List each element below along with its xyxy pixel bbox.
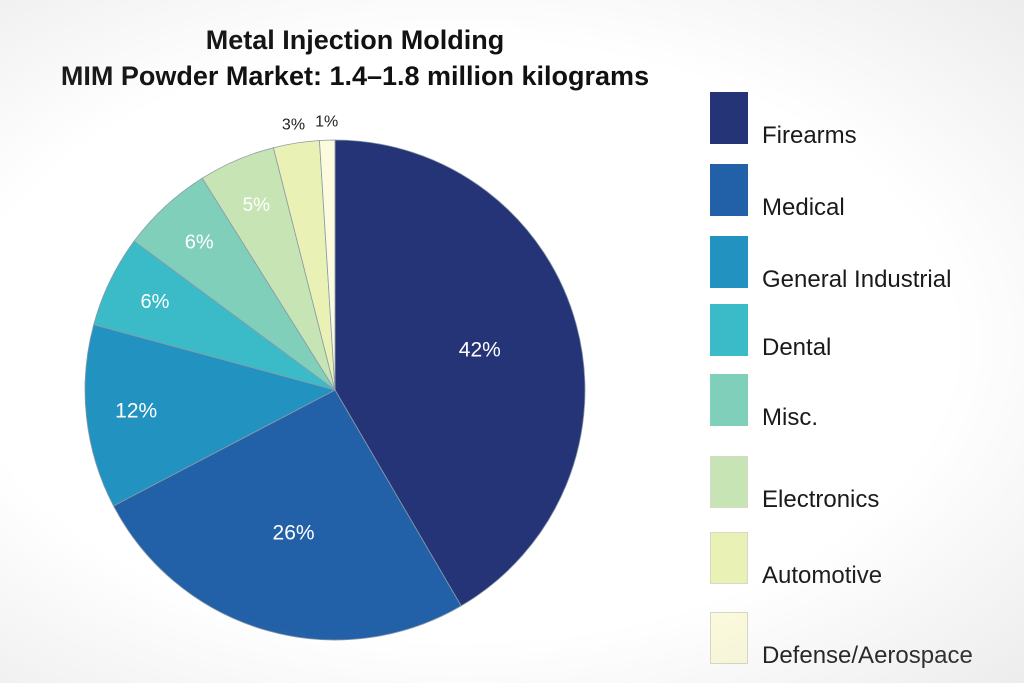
pie-slices <box>84 139 586 641</box>
legend-label: Electronics <box>762 486 880 513</box>
data-label-dental: 6% <box>141 291 170 313</box>
legend-label: Misc. <box>762 404 818 431</box>
legend-label: Automotive <box>762 562 883 589</box>
legend-swatch <box>710 532 748 584</box>
data-label-defense-aerospace: 1% <box>315 113 338 130</box>
data-label-firearms: 42% <box>459 338 501 361</box>
chart-title-block: Metal Injection Molding MIM Powder Marke… <box>20 22 690 94</box>
legend-item-automotive: Automotive <box>710 532 1010 592</box>
data-label-medical: 26% <box>273 522 315 545</box>
pie-data-labels: 42% 26% 12% 6% 6% 5% 3% 1% <box>115 113 501 544</box>
legend-label: Firearms <box>762 122 857 149</box>
legend-swatch <box>710 304 748 356</box>
legend-item-medical: Medical <box>710 164 1010 224</box>
pie-slice-defense-aerospace <box>319 139 336 391</box>
data-label-electronics: 5% <box>243 195 271 216</box>
legend-swatch <box>710 456 748 508</box>
legend-swatch <box>710 612 748 664</box>
legend-swatch <box>710 164 748 216</box>
legend-item-electronics: Electronics <box>710 456 1010 516</box>
pie-slice-medical <box>112 389 462 641</box>
legend-label: Defense/Aerospace <box>762 642 973 669</box>
pie-chart: 42% 26% 12% 6% 6% 5% 3% 1% <box>84 113 586 641</box>
pie-slice-firearms <box>334 139 586 607</box>
data-label-general-industrial: 12% <box>115 399 157 422</box>
legend-swatch <box>710 236 748 288</box>
legend-swatch <box>710 374 748 426</box>
legend-item-general-industrial: General Industrial <box>710 236 1010 296</box>
legend-label: Dental <box>762 334 832 361</box>
legend-item-defense-aerospace: Defense/Aerospace <box>710 612 1010 672</box>
legend-swatch <box>710 92 748 144</box>
data-label-misc-: 6% <box>185 231 214 253</box>
chart-subtitle: MIM Powder Market: 1.4–1.8 million kilog… <box>60 61 650 91</box>
legend-item-firearms: Firearms <box>710 92 1010 152</box>
legend-label: Medical <box>762 194 845 221</box>
legend-item-dental: Dental <box>710 304 1010 364</box>
pie-slice-general-industrial <box>84 324 337 507</box>
legend-label: General Industrial <box>762 266 952 293</box>
data-label-automotive: 3% <box>282 116 305 133</box>
chart-title: Metal Injection Molding <box>205 25 505 55</box>
legend-item-misc-: Misc. <box>710 374 1010 434</box>
